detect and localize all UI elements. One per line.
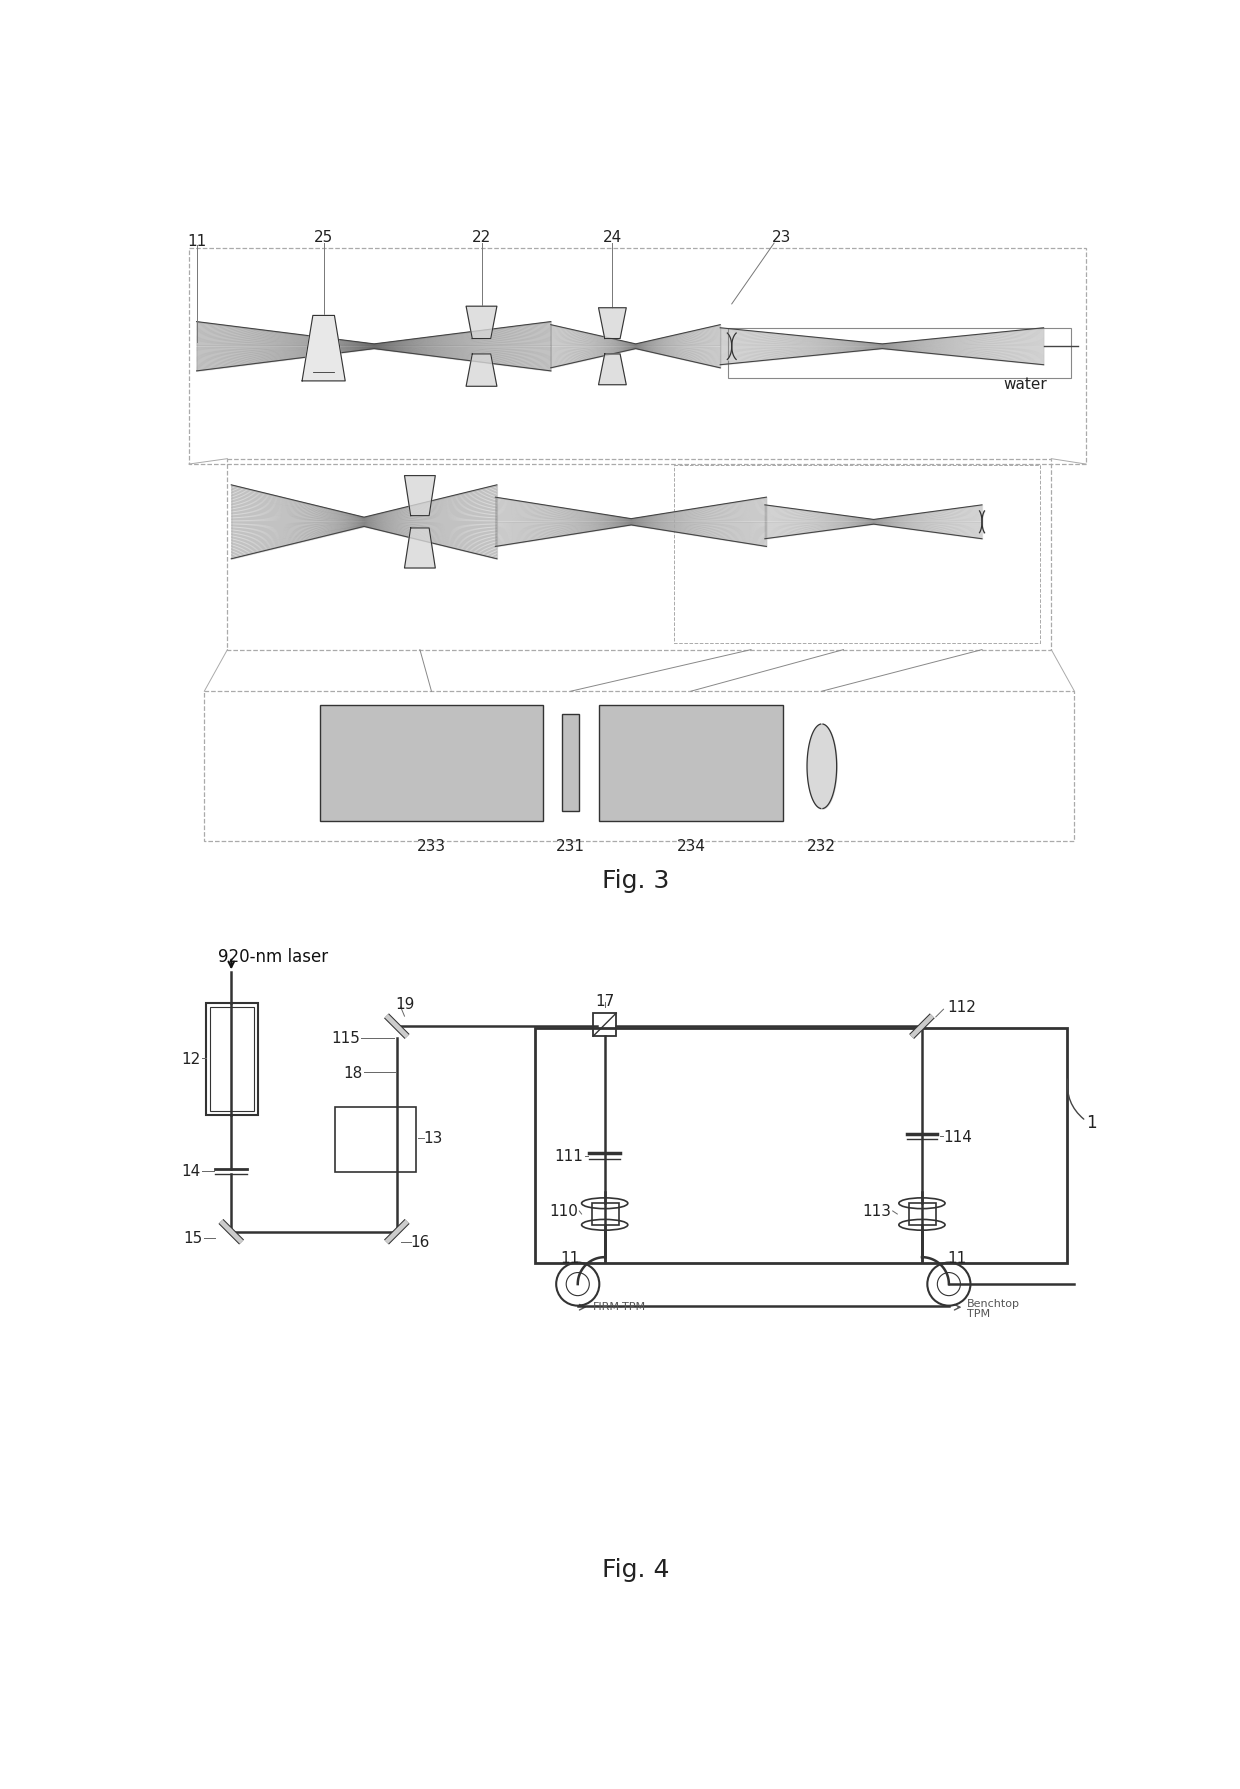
Text: 920-nm laser: 920-nm laser <box>218 948 329 966</box>
Text: 13: 13 <box>424 1131 443 1145</box>
Text: 11: 11 <box>560 1251 579 1265</box>
Text: 11: 11 <box>947 1251 966 1265</box>
Text: 15: 15 <box>184 1231 203 1245</box>
Text: 23: 23 <box>773 231 791 245</box>
Bar <box>909 1204 936 1225</box>
Text: 18: 18 <box>343 1064 362 1081</box>
Bar <box>188 249 1086 465</box>
Bar <box>210 1007 254 1111</box>
Text: 112: 112 <box>947 1000 976 1014</box>
Text: 114: 114 <box>944 1129 972 1145</box>
Polygon shape <box>404 530 435 569</box>
Text: 1: 1 <box>1086 1115 1096 1132</box>
Bar <box>320 705 543 821</box>
Text: 231: 231 <box>557 839 585 853</box>
Text: Fig. 3: Fig. 3 <box>601 868 670 893</box>
Text: water: water <box>1003 376 1048 392</box>
Polygon shape <box>404 476 435 517</box>
Text: 113: 113 <box>862 1204 892 1218</box>
Text: 16: 16 <box>410 1234 430 1249</box>
Text: 110: 110 <box>549 1204 578 1218</box>
Bar <box>593 1014 616 1036</box>
Text: 232: 232 <box>807 839 836 853</box>
Bar <box>227 460 1052 649</box>
Text: 111: 111 <box>554 1149 583 1163</box>
Bar <box>205 692 1074 843</box>
Text: Fig. 4: Fig. 4 <box>601 1556 670 1581</box>
Bar <box>675 465 1040 644</box>
Text: Benchtop: Benchtop <box>967 1299 1021 1308</box>
Text: 24: 24 <box>603 231 622 245</box>
Bar <box>599 705 784 821</box>
Text: 19: 19 <box>394 996 414 1011</box>
Text: 17: 17 <box>595 993 614 1009</box>
Polygon shape <box>303 317 345 381</box>
Bar <box>536 1029 1066 1263</box>
Text: 115: 115 <box>331 1030 360 1045</box>
Text: 233: 233 <box>417 839 446 853</box>
Bar <box>591 1204 619 1225</box>
Polygon shape <box>599 308 626 340</box>
Bar <box>728 329 1070 379</box>
Text: 25: 25 <box>314 231 334 245</box>
Text: TPM: TPM <box>967 1308 991 1318</box>
Polygon shape <box>466 308 497 340</box>
Text: 234: 234 <box>677 839 706 853</box>
Polygon shape <box>599 354 626 385</box>
Bar <box>563 716 579 810</box>
Text: FIRM-TPM: FIRM-TPM <box>593 1301 646 1311</box>
Text: 22: 22 <box>472 231 491 245</box>
Bar <box>335 1107 417 1174</box>
Text: 11: 11 <box>187 234 206 249</box>
Polygon shape <box>466 354 497 386</box>
Text: 14: 14 <box>181 1165 201 1179</box>
Bar <box>206 1004 258 1115</box>
Text: 12: 12 <box>181 1052 201 1066</box>
